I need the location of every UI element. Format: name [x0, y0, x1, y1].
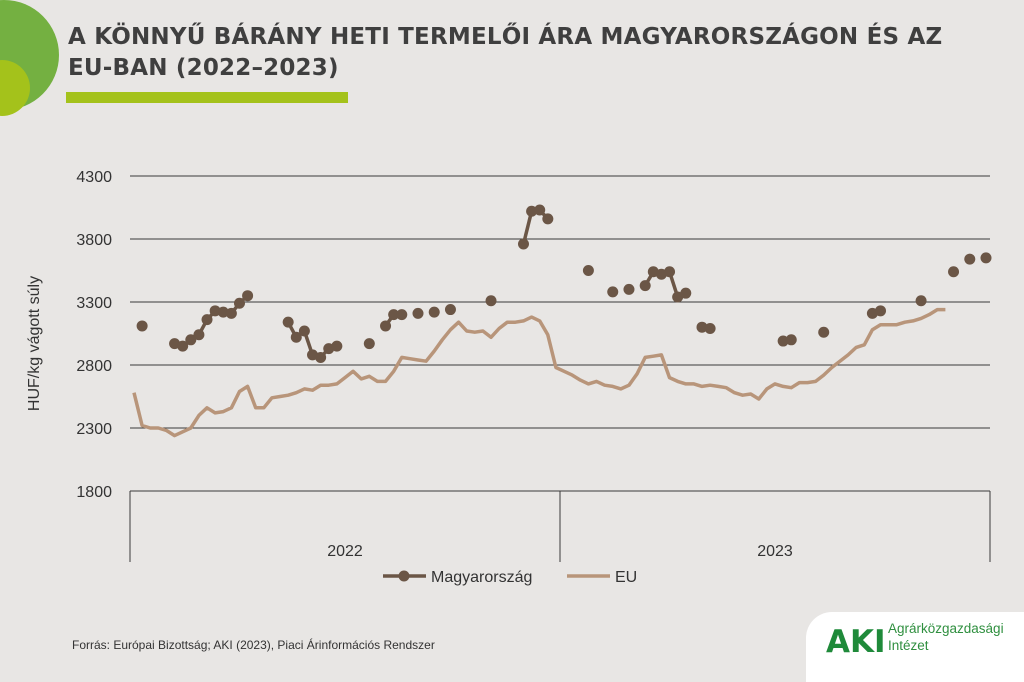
hungary-data-point	[388, 309, 400, 321]
hungary-data-point	[696, 321, 708, 333]
hungary-data-point	[242, 290, 254, 302]
hungary-data-point	[177, 340, 189, 352]
hungary-data-point	[777, 335, 789, 347]
hungary-data-point	[282, 316, 294, 328]
hungary-data-point	[964, 253, 976, 265]
hungary-data-point	[444, 304, 456, 316]
hungary-data-point	[136, 320, 148, 332]
hungary-data-point	[412, 307, 424, 319]
hungary-data-point	[517, 238, 529, 250]
svg-text:AKI: AKI	[826, 624, 886, 656]
hungary-data-point	[201, 314, 213, 326]
hungary-data-point	[485, 295, 497, 307]
hungary-data-point	[607, 286, 619, 298]
decorative-circles	[0, 0, 59, 116]
x-group-label: 2023	[757, 543, 793, 560]
y-tick-label: 2800	[76, 358, 112, 375]
hungary-data-point	[623, 283, 635, 295]
eu-series-line	[132, 307, 946, 438]
hungary-data-point	[704, 322, 716, 334]
hungary-data-point	[380, 320, 392, 332]
hungary-data-point	[396, 309, 408, 321]
legend-eu-label: EU	[615, 569, 637, 586]
source-note: Forrás: Európai Bizottság; AKI (2023), P…	[72, 638, 435, 652]
hungary-data-point	[875, 305, 887, 317]
hungary-series-segment	[521, 210, 534, 245]
hungary-data-point	[680, 287, 692, 299]
hungary-data-point	[664, 266, 676, 278]
chart-title: A KÖNNYŰ BÁRÁNY HETI TERMELŐI ÁRA MAGYAR…	[68, 24, 943, 81]
hungary-data-point	[534, 204, 546, 216]
hungary-data-point	[185, 334, 197, 346]
y-tick-label: 1800	[76, 484, 112, 501]
y-tick-label: 3300	[76, 295, 112, 312]
hungary-data-point	[785, 334, 797, 346]
y-tick-label: 4300	[76, 169, 112, 186]
title-underline	[66, 92, 348, 103]
x-group-label: 2022	[327, 543, 363, 560]
hungary-data-point	[980, 252, 992, 264]
hungary-data-point	[225, 307, 237, 319]
hungary-data-point	[363, 338, 375, 350]
hungary-data-point	[298, 325, 310, 337]
hungary-data-point	[217, 306, 229, 318]
legend-hungary-swatch-dot	[398, 570, 410, 582]
y-axis-label: HUF/kg vágott súly	[26, 276, 43, 411]
logo-text: Agrárközgazdasági Intézet	[888, 620, 1004, 654]
hungary-data-point	[948, 266, 960, 278]
hungary-data-point	[315, 351, 327, 363]
hungary-data-point	[639, 280, 651, 292]
y-tick-label: 2300	[76, 421, 112, 438]
hungary-data-point	[526, 205, 538, 217]
legend-hungary-label: Magyarország	[431, 569, 532, 586]
hungary-data-point	[290, 331, 302, 343]
hungary-data-point	[542, 213, 554, 225]
hungary-data-point	[915, 295, 927, 307]
hungary-data-point	[331, 340, 343, 352]
aki-logo-icon: AKI	[826, 624, 886, 656]
y-tick-label: 3800	[76, 232, 112, 249]
hungary-data-point	[209, 305, 221, 317]
logo-line-2: Intézet	[888, 638, 929, 653]
hungary-data-point	[428, 306, 440, 318]
hungary-data-point	[193, 329, 205, 341]
price-line-chart: 1800 2300 2800 3300 3800 4300 HUF/kg vágott sú…	[26, 169, 992, 586]
logo-line-1: Agrárközgazdasági	[888, 621, 1004, 636]
hungary-data-point	[818, 326, 830, 338]
hungary-data-point	[233, 297, 245, 309]
hungary-data-point	[582, 265, 594, 276]
